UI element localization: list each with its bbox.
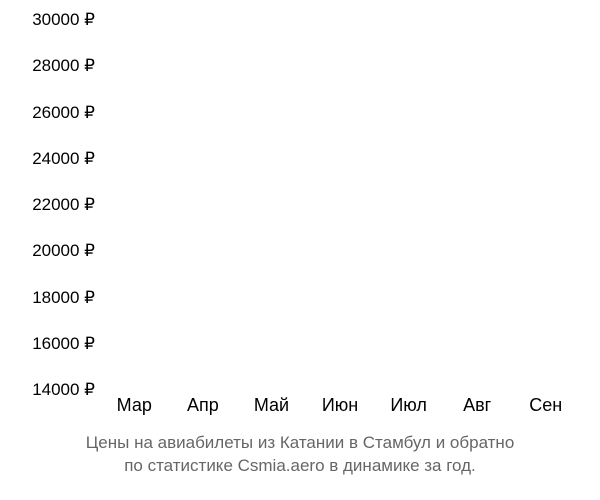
caption-line-2: по статистике Csmia.aero в динамике за г… bbox=[124, 456, 476, 475]
y-tick-label: 16000 ₽ bbox=[32, 334, 95, 354]
x-tick-label: Июл bbox=[380, 395, 437, 416]
y-tick-label: 18000 ₽ bbox=[32, 288, 95, 308]
x-tick-label: Июн bbox=[312, 395, 369, 416]
caption-line-1: Цены на авиабилеты из Катании в Стамбул … bbox=[86, 433, 515, 452]
y-tick-label: 26000 ₽ bbox=[32, 103, 95, 123]
x-tick-label: Сен bbox=[517, 395, 574, 416]
y-tick-label: 24000 ₽ bbox=[32, 149, 95, 169]
x-axis-labels: Мар Апр Май Июн Июл Авг Сен bbox=[100, 395, 580, 416]
x-tick-label: Мар bbox=[106, 395, 163, 416]
x-tick-label: Авг bbox=[449, 395, 506, 416]
y-tick-label: 14000 ₽ bbox=[32, 380, 95, 400]
y-tick-label: 30000 ₽ bbox=[32, 10, 95, 30]
y-axis: 14000 ₽16000 ₽18000 ₽20000 ₽22000 ₽24000… bbox=[0, 20, 95, 390]
y-tick-label: 20000 ₽ bbox=[32, 241, 95, 261]
y-tick-label: 28000 ₽ bbox=[32, 56, 95, 76]
plot-area bbox=[100, 20, 580, 390]
bars-container bbox=[100, 20, 580, 390]
x-tick-label: Май bbox=[243, 395, 300, 416]
chart-caption: Цены на авиабилеты из Катании в Стамбул … bbox=[0, 432, 600, 478]
price-chart: 14000 ₽ 16000 ₽ 18000 ₽ 20000 ₽ 22000 ₽ 24000… bbox=[0, 0, 600, 500]
y-tick-label: 22000 ₽ bbox=[32, 195, 95, 215]
x-tick-label: Апр bbox=[175, 395, 232, 416]
